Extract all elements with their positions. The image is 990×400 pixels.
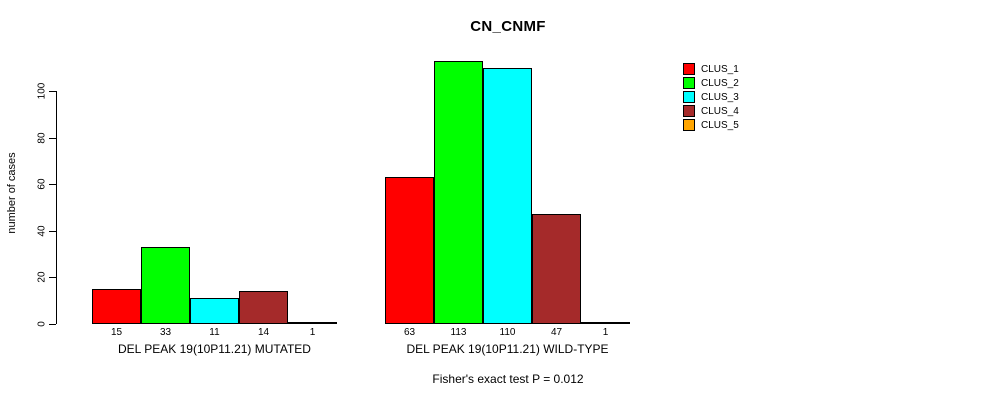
- y-axis-tick: [49, 137, 56, 139]
- y-axis-tick-label: 80: [36, 132, 48, 144]
- y-axis-tick-label: 0: [36, 321, 48, 327]
- x-axis-group-label: DEL PEAK 19(10P11.21) MUTATED: [118, 342, 311, 356]
- y-axis-tick: [49, 184, 56, 186]
- x-axis-group-label: DEL PEAK 19(10P11.21) WILD-TYPE: [406, 342, 609, 356]
- chart-title: CN_CNMF: [470, 18, 546, 35]
- bar-clus_2-group2: [434, 61, 483, 324]
- bar-clus_5-group2: [581, 322, 630, 324]
- legend-label: CLUS_2: [701, 77, 739, 89]
- legend-swatch: [683, 119, 695, 131]
- bar-value-label: 113: [450, 327, 467, 338]
- legend-swatch: [683, 91, 695, 103]
- bar-clus_5-group1: [288, 322, 337, 324]
- bar-value-label: 1: [602, 327, 609, 338]
- legend-item-clus_1: CLUS_1: [683, 62, 739, 76]
- bar-clus_2-group1: [141, 247, 190, 324]
- legend-swatch: [683, 63, 695, 75]
- y-axis-tick-label: 60: [36, 178, 48, 190]
- legend-item-clus_5: CLUS_5: [683, 118, 739, 132]
- y-axis-tick: [49, 91, 56, 92]
- legend-item-clus_4: CLUS_4: [683, 104, 739, 118]
- legend-label: CLUS_3: [701, 91, 739, 103]
- bar-value-label: 47: [550, 327, 563, 338]
- legend-item-clus_2: CLUS_2: [683, 76, 739, 90]
- bar-clus_3-group1: [190, 298, 239, 324]
- bar-clus_1-group2: [385, 177, 434, 324]
- bar-clus_4-group2: [532, 214, 581, 324]
- bar-value-label: 1: [309, 327, 316, 338]
- legend-swatch: [683, 105, 695, 117]
- fisher-test-annotation: Fisher's exact test P = 0.012: [432, 372, 584, 386]
- bar-value-label: 11: [209, 327, 220, 338]
- y-axis-tick: [49, 324, 56, 325]
- y-axis: [56, 91, 57, 324]
- legend-item-clus_3: CLUS_3: [683, 90, 739, 104]
- bar-value-label: 110: [499, 327, 516, 338]
- bar-clus_4-group1: [239, 291, 288, 324]
- y-axis-tick: [49, 230, 56, 232]
- bar-value-label: 33: [159, 327, 172, 338]
- y-axis-tick-label: 40: [36, 225, 48, 237]
- y-axis-tick-label: 20: [36, 271, 48, 283]
- bar-clus_3-group2: [483, 68, 532, 324]
- y-axis-tick-label: 100: [36, 82, 48, 100]
- y-axis-tick: [49, 277, 56, 279]
- bar-clus_1-group1: [92, 289, 141, 324]
- bar-value-label: 63: [403, 327, 416, 338]
- legend-label: CLUS_4: [701, 105, 739, 117]
- legend-label: CLUS_1: [701, 63, 739, 75]
- legend-swatch: [683, 77, 695, 89]
- bar-value-label: 15: [110, 327, 123, 338]
- bar-value-label: 14: [257, 327, 270, 338]
- legend-label: CLUS_5: [701, 119, 739, 131]
- legend: CLUS_1 CLUS_2 CLUS_3 CLUS_4 CLUS_5: [683, 62, 739, 132]
- y-axis-label: number of cases: [6, 152, 18, 234]
